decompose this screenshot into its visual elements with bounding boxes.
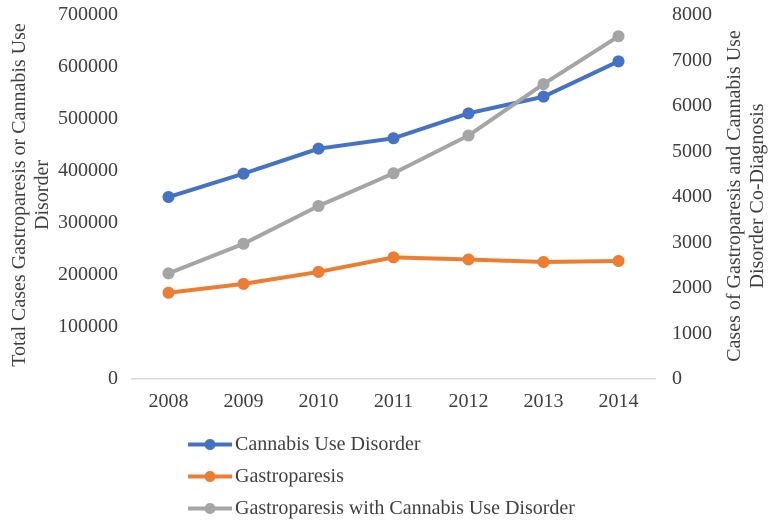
data-point	[387, 132, 400, 145]
data-point	[612, 30, 625, 43]
right-axis-tick-label: 1000	[672, 321, 712, 344]
data-point	[462, 253, 475, 266]
data-point	[537, 256, 550, 269]
right-axis-tick-label: 6000	[672, 94, 712, 116]
data-point	[462, 129, 475, 142]
legend-item: Gastroparesis	[188, 460, 575, 492]
legend-item: Gastroparesis with Cannabis Use Disorder	[188, 492, 575, 524]
data-point	[387, 167, 400, 180]
right-axis-tick-label: 3000	[672, 230, 712, 253]
right-axis-tick-label: 5000	[672, 139, 712, 162]
data-point	[237, 167, 250, 180]
left-axis-tick-label: 0	[108, 367, 118, 389]
plot-area	[131, 30, 656, 380]
right-axis-tick-label: 2000	[672, 276, 712, 298]
left-axis-tick-label: 600000	[58, 55, 118, 77]
legend-label: Gastroparesis	[235, 464, 344, 487]
legend-line-marker-icon	[188, 470, 232, 482]
data-point	[162, 267, 175, 280]
data-point	[312, 265, 325, 278]
data-point	[312, 142, 325, 155]
left-axis-tick-label: 500000	[58, 107, 118, 129]
data-point	[537, 78, 550, 91]
x-axis-tick-label: 2014	[598, 390, 639, 412]
data-point	[162, 286, 175, 299]
data-point	[162, 191, 175, 204]
left-axis-tick-label: 300000	[58, 211, 118, 233]
legend-item: Cannabis Use Disorder	[188, 428, 575, 460]
data-point	[612, 255, 625, 267]
legend: Cannabis Use Disorder Gastroparesis Gastro…	[188, 428, 575, 524]
legend-line-marker-icon	[188, 438, 232, 450]
x-axis-tick-label: 2012	[448, 390, 489, 412]
left-axis-tick-label: 100000	[58, 315, 118, 337]
left-axis-tick-label: 200000	[58, 263, 118, 285]
left-axis-tick-label: 700000	[58, 3, 118, 25]
data-point	[237, 237, 250, 250]
right-axis-tick-label: 8000	[672, 3, 712, 25]
x-axis-tick-label: 2010	[298, 390, 339, 412]
data-point	[387, 251, 400, 264]
legend-label: Cannabis Use Disorder	[235, 432, 421, 455]
data-point	[312, 200, 325, 213]
left-axis-tick-label: 400000	[58, 159, 118, 181]
right-axis-tick-label: 0	[672, 367, 682, 389]
series-line-2	[166, 34, 621, 276]
x-axis-tick-label: 2011	[373, 390, 414, 412]
x-axis-tick-label: 2013	[523, 390, 564, 412]
right-axis-tick-label: 7000	[672, 48, 712, 71]
data-point	[462, 107, 475, 120]
data-point	[537, 90, 550, 103]
x-axis-tick-label: 2008	[148, 390, 189, 412]
data-point	[237, 277, 250, 290]
legend-label: Gastroparesis with Cannabis Use Disorder	[235, 496, 575, 519]
right-axis-tick-label: 4000	[672, 185, 712, 207]
x-axis-tick-label: 2009	[223, 390, 264, 412]
legend-line-marker-icon	[188, 502, 232, 514]
data-point	[612, 55, 625, 68]
